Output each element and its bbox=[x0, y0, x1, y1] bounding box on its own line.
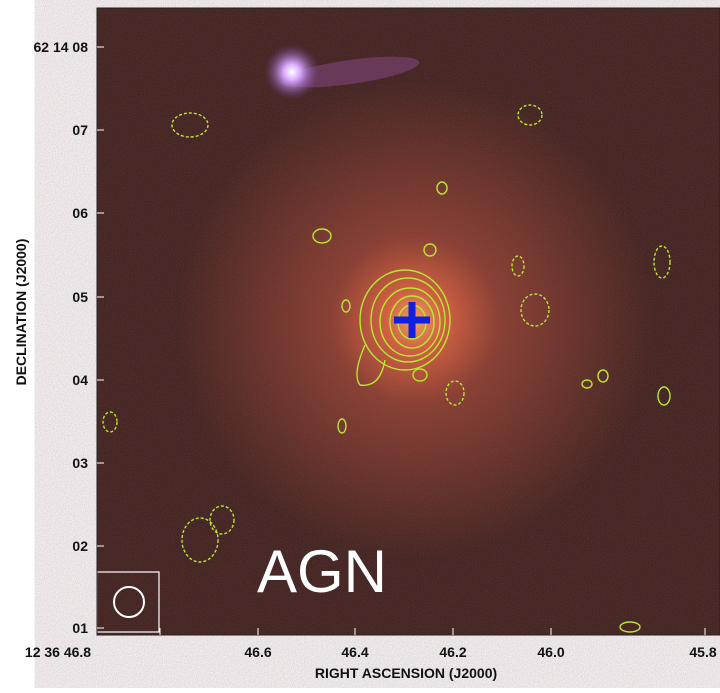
y-tick-label: 01 bbox=[72, 620, 88, 636]
annotation: AGN bbox=[257, 538, 387, 605]
agn-position-cross bbox=[394, 302, 430, 338]
y-axis-title: DECLINATION (J2000) bbox=[13, 239, 29, 386]
y-tick-label: 62 14 08 bbox=[34, 39, 89, 55]
y-tick-label: 02 bbox=[72, 538, 88, 554]
y-tick-label: 03 bbox=[72, 455, 88, 471]
x-tick-label: 46.4 bbox=[341, 644, 368, 660]
y-tick-label: 06 bbox=[72, 205, 88, 221]
x-tick-label: 12 36 46.8 bbox=[25, 644, 91, 660]
x-tick-label: 46.6 bbox=[244, 644, 271, 660]
y-tick-label: 05 bbox=[72, 289, 88, 305]
frame bbox=[96, 7, 720, 636]
y-tick-label: 07 bbox=[72, 122, 88, 138]
x-tick-label: 46.0 bbox=[537, 644, 564, 660]
x-axis-title: RIGHT ASCENSION (J2000) bbox=[315, 665, 497, 681]
x-tick-label: 45.8 bbox=[689, 644, 716, 660]
contours bbox=[102, 104, 671, 633]
x-tick-label: 46.2 bbox=[439, 644, 466, 660]
y-tick-label: 04 bbox=[72, 372, 88, 388]
